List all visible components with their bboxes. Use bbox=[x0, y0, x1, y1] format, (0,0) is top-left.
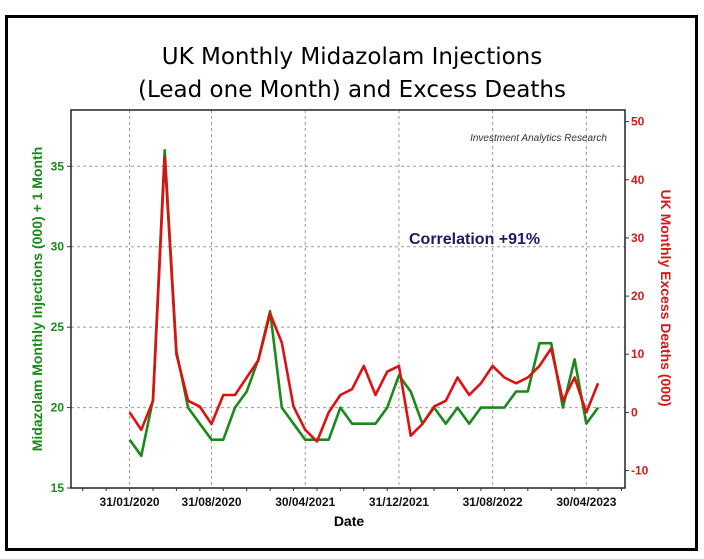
y-right-tick-label: 30 bbox=[631, 231, 645, 245]
y-axis-right-label: UK Monthly Excess Deaths (000) bbox=[658, 189, 674, 406]
y-right-tick-label: 20 bbox=[631, 289, 645, 303]
y-left-tick-label: 25 bbox=[51, 320, 65, 334]
x-tick-label: 30/04/2023 bbox=[556, 495, 616, 509]
ticks: 31/01/2020 31/08/2020 30/04/2021 31/12/2021… bbox=[51, 115, 649, 509]
correlation-annotation: Correlation +91% bbox=[409, 231, 540, 248]
x-tick-label: 31/08/2020 bbox=[182, 495, 242, 509]
y-left-tick-label: 30 bbox=[51, 240, 65, 254]
y-right-tick-label: 0 bbox=[631, 405, 638, 419]
y-left-tick-label: 20 bbox=[51, 401, 65, 415]
credit-text: Investment Analytics Research bbox=[470, 133, 607, 144]
plot-area bbox=[70, 109, 626, 489]
x-axis-label: Date bbox=[334, 513, 365, 529]
x-tick-label: 30/04/2021 bbox=[275, 495, 335, 509]
x-tick-label: 31/08/2022 bbox=[463, 495, 523, 509]
x-tick-label: 31/12/2021 bbox=[369, 495, 429, 509]
chart-frame bbox=[5, 15, 698, 551]
series bbox=[128, 148, 600, 458]
y-right-tick-label: 50 bbox=[631, 115, 645, 129]
chart-title-line-1: UK Monthly Midazolam Injections bbox=[162, 44, 543, 70]
y-left-tick-label: 35 bbox=[51, 159, 65, 173]
y-right-tick-label: -10 bbox=[631, 464, 649, 478]
x-tick-label: 31/01/2020 bbox=[100, 495, 160, 509]
y-right-tick-label: 10 bbox=[631, 347, 645, 361]
midazolam-injections-line bbox=[128, 148, 600, 458]
grid bbox=[71, 110, 625, 488]
y-axis-left-label: Midazolam Monthly Injections (000) + 1 M… bbox=[29, 147, 45, 452]
y-left-tick-label: 15 bbox=[51, 481, 65, 495]
y-right-tick-label: 40 bbox=[631, 173, 645, 187]
chart-title-line-2: (Lead one Month) and Excess Deaths bbox=[138, 77, 566, 103]
excess-deaths-line bbox=[128, 155, 600, 443]
